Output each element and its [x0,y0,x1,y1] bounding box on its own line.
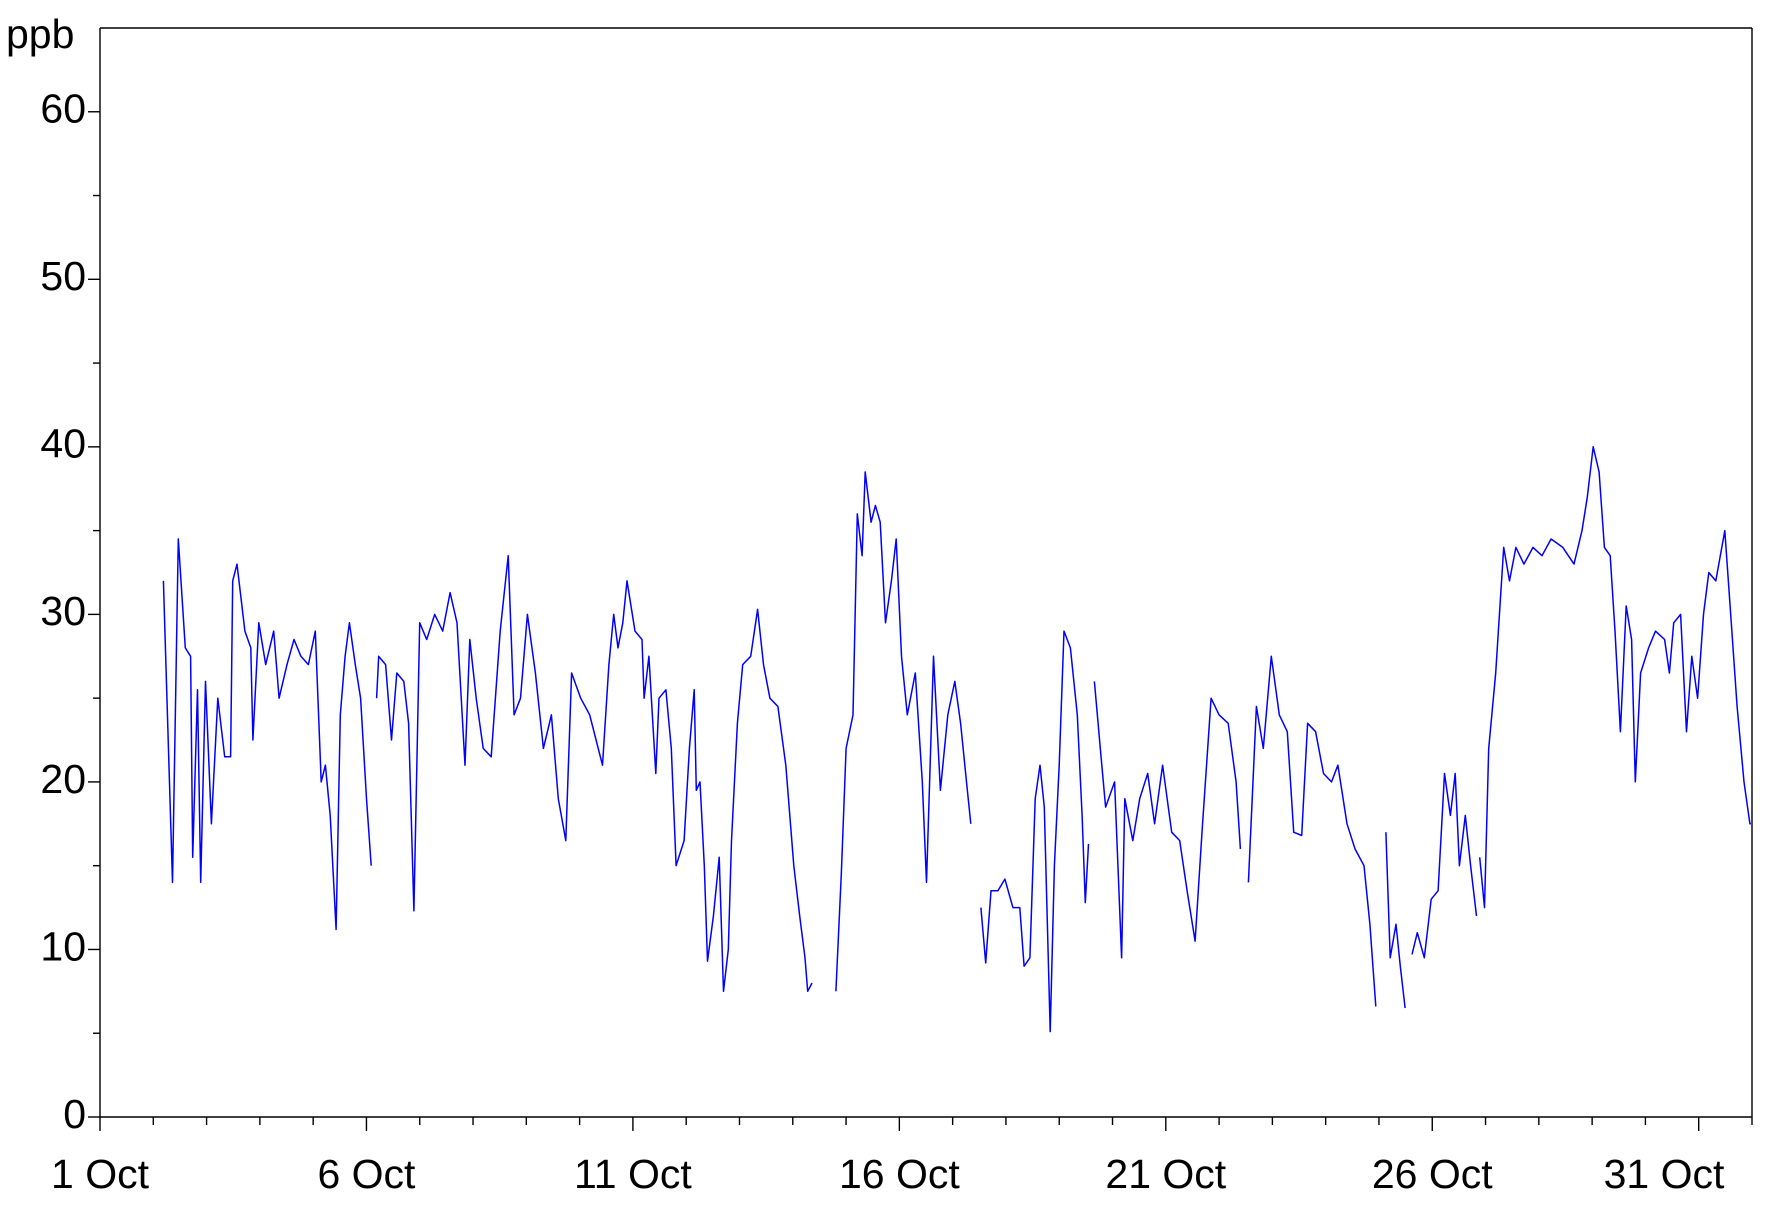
y-tick-label: 60 [40,86,86,132]
data-line [162,446,1751,1033]
x-tick-label: 21 Oct [1105,1151,1226,1197]
y-tick-label: 50 [40,253,86,299]
x-tick-label: 16 Oct [839,1151,960,1197]
x-tick-label: 6 Oct [317,1151,416,1197]
y-axis-label: ppb [6,11,74,57]
y-tick-label: 0 [63,1091,86,1137]
y-tick-label: 30 [40,588,86,634]
y-tick-label: 10 [40,923,86,969]
y-tick-label: 20 [40,756,86,802]
x-tick-label: 26 Oct [1372,1151,1493,1197]
x-tick-label: 1 Oct [51,1151,150,1197]
y-tick-label: 40 [40,421,86,467]
x-tick-label: 31 Oct [1604,1151,1725,1197]
x-tick-label: 11 Oct [574,1151,692,1197]
